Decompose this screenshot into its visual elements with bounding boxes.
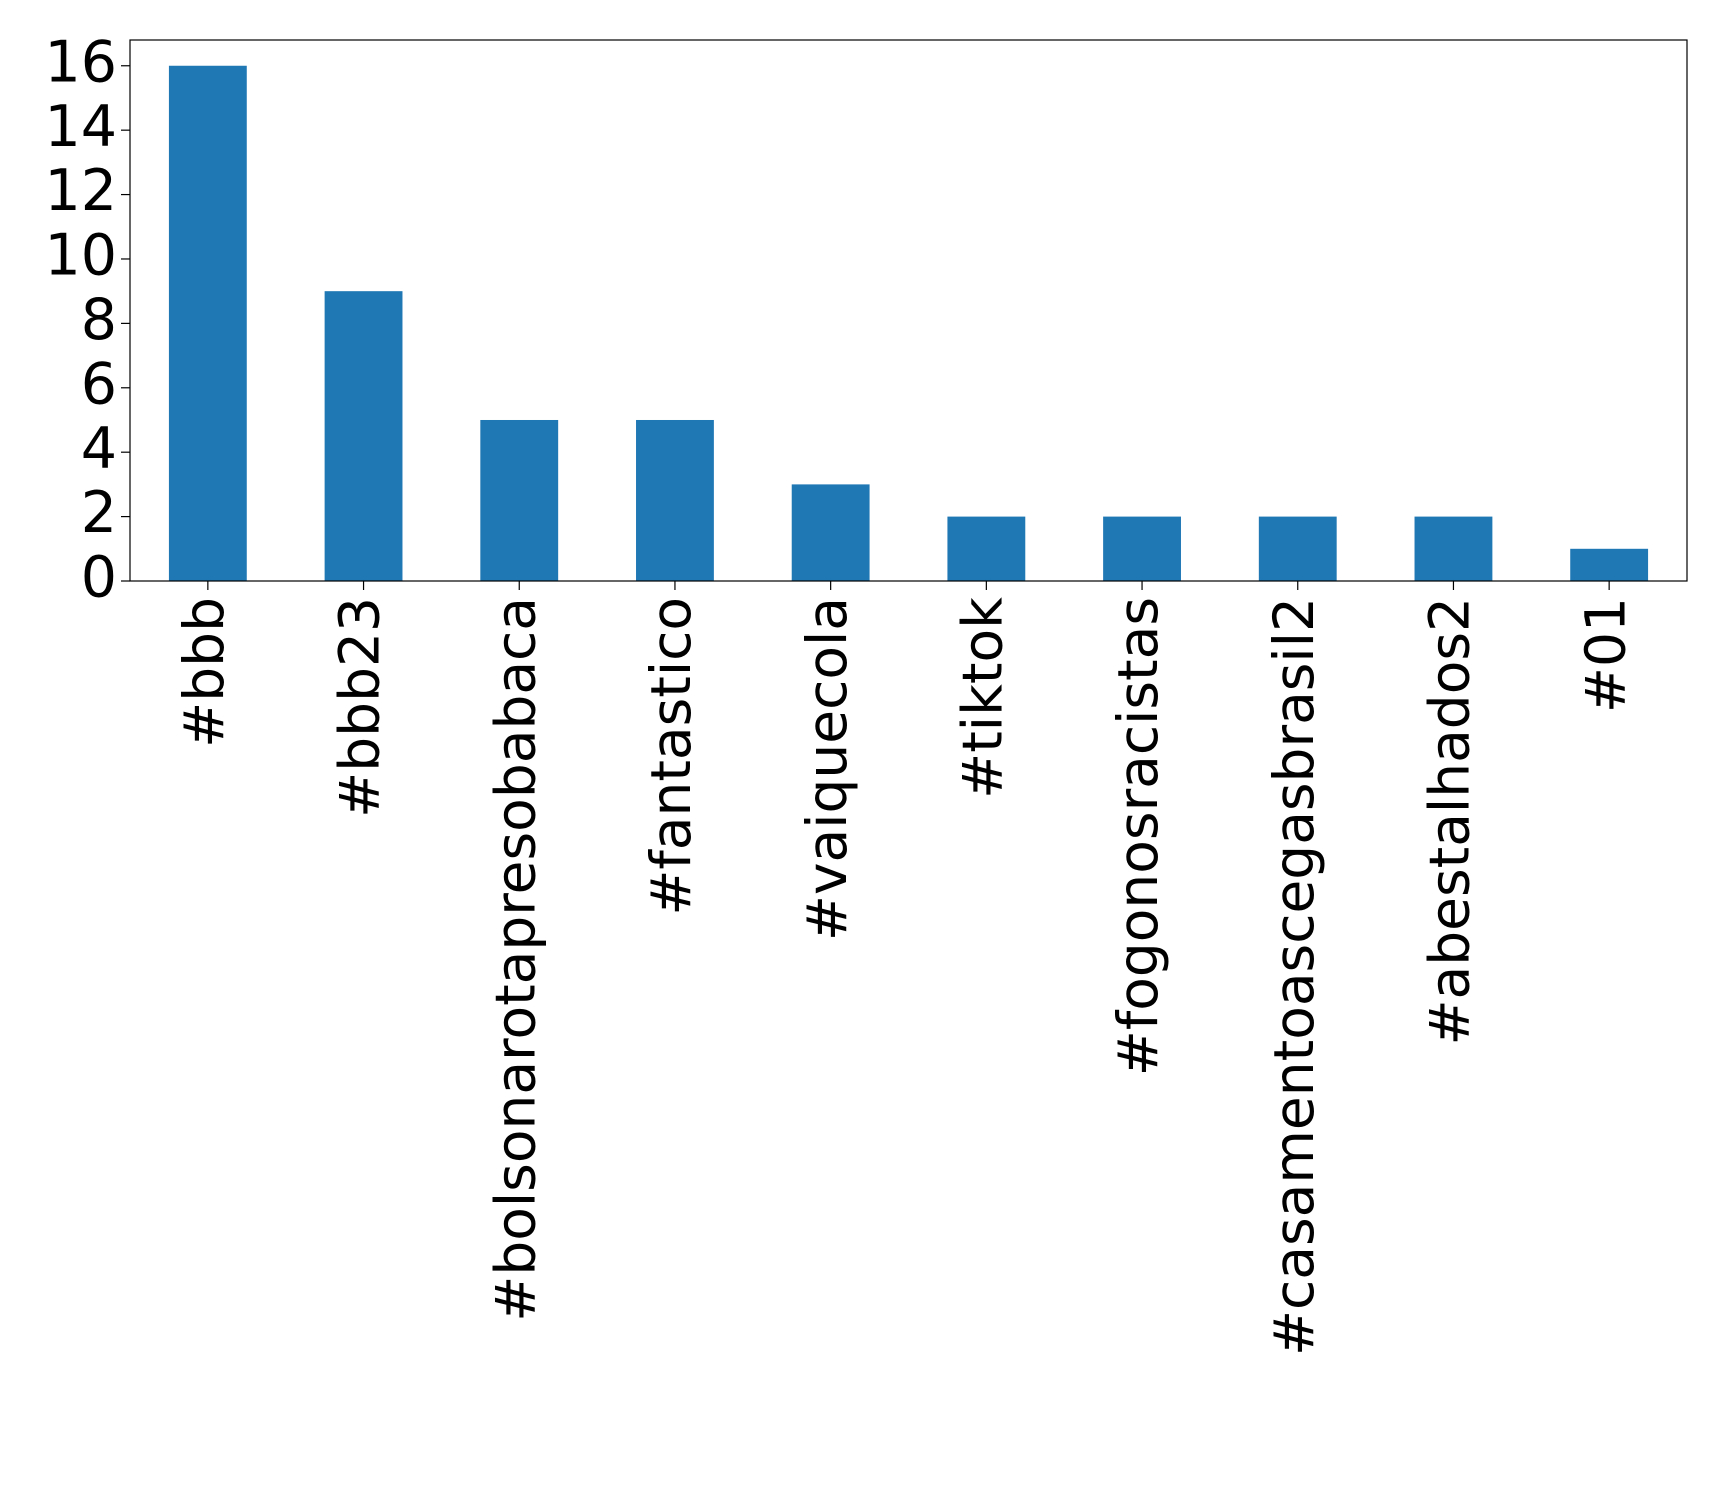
x-tick-label: #tiktok (950, 597, 1014, 799)
bar (791, 484, 870, 581)
x-tick-label: #vaiquecola (795, 597, 859, 941)
y-tick-label: 4 (81, 416, 117, 482)
x-tick-label: #fantastico (639, 597, 703, 916)
bar (324, 291, 403, 581)
y-tick-label: 12 (44, 158, 117, 224)
bar (1570, 548, 1649, 581)
bar (947, 516, 1026, 581)
y-tick-label: 6 (81, 351, 117, 417)
bar (168, 65, 247, 581)
bar (1103, 516, 1181, 581)
y-tick-label: 8 (81, 287, 117, 353)
bar (480, 419, 559, 581)
x-tick-label: #fogonosracistas (1106, 597, 1170, 1076)
bar (1258, 516, 1337, 581)
x-tick-label: #bbb23 (328, 597, 392, 818)
bar (636, 419, 714, 581)
y-tick-label: 0 (81, 545, 117, 611)
y-tick-label: 14 (44, 94, 117, 160)
y-tick-label: 16 (44, 29, 117, 95)
x-tick-label: #bbb (172, 597, 236, 748)
bar (1414, 516, 1493, 581)
y-tick-label: 10 (44, 223, 117, 289)
plot-frame (129, 39, 1688, 582)
x-tick-label: #01 (1573, 597, 1637, 713)
x-tick-label: #abestalhados2 (1418, 597, 1482, 1046)
y-tick-label: 2 (81, 480, 117, 546)
x-tick-label: #casamentoascegasbrasil2 (1262, 597, 1326, 1356)
x-tick-label: #bolsonarotapresobabaca (483, 597, 547, 1322)
